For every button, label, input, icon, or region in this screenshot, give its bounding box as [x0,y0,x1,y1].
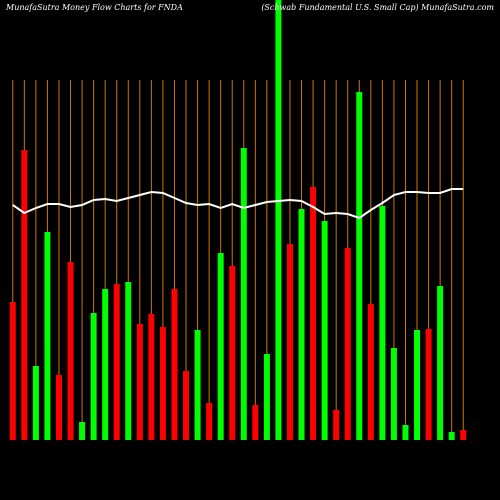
bar [125,282,132,440]
bar [263,354,270,440]
bar [159,327,166,440]
bar [90,313,97,440]
chart-title: MunafaSutra Money Flow Charts for FNDA [5,3,183,12]
bar [252,405,259,440]
bar [414,330,421,440]
bar [55,375,62,440]
bar [460,430,467,440]
bar [67,262,74,440]
bar [136,324,143,440]
bar [217,253,224,440]
bar [402,425,409,440]
bar [286,244,293,440]
bar [367,304,374,440]
bar [298,209,305,440]
bar [275,0,282,440]
bar [229,266,236,440]
bar [9,302,16,440]
bar [425,329,432,440]
bar [148,314,155,440]
bar [390,348,397,440]
bar [21,150,28,440]
bar [32,366,39,440]
bar [321,221,328,440]
bar [333,410,340,440]
bar [344,248,351,440]
bar [379,206,386,440]
bar [44,232,51,440]
chart-subtitle: (Schwab Fundamental U.S. Small Cap) Muna… [261,3,494,12]
bar [437,286,444,440]
bar [448,432,455,440]
bar [171,289,178,440]
money-flow-line [12,188,464,220]
bar [356,92,363,440]
bar [102,289,109,440]
bar [183,371,190,440]
bar [113,284,120,440]
bar [240,148,247,440]
bar [79,422,86,440]
bar [310,187,317,440]
bar [206,403,213,440]
bar [194,330,201,440]
